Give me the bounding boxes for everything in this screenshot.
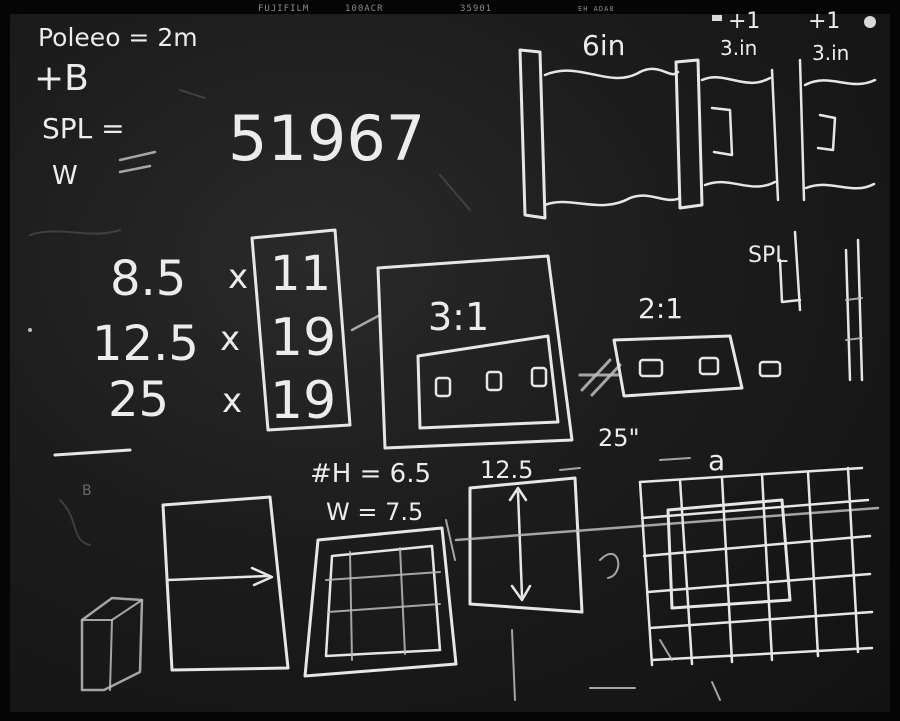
strip-diagram: 6in +1 3.in +1 3.in [518, 9, 877, 220]
right-edge-marks: SPL [748, 230, 864, 382]
dim-row2-x: x [220, 319, 240, 359]
ratio-2-1: 2:1 [638, 292, 683, 325]
vertical-arrow-diagram: 12.5 25" a [468, 424, 725, 614]
label-25: 25" [598, 424, 640, 452]
label-b: B [82, 483, 92, 499]
film-frame-code: 35901 [460, 4, 492, 14]
label-height: #H = 6.5 [310, 459, 431, 489]
dim-row1-a: 8.5 [110, 251, 186, 307]
ratio-3-1: 3:1 [428, 295, 489, 339]
large-grid-diagram [454, 466, 880, 701]
grid-box-diagram: #H = 6.5 W = 7.5 [303, 459, 458, 678]
film-edge-markings: FUJIFILM 100ACR 35901 EH ADA8 [258, 4, 876, 28]
dim-row3-a: 25 [108, 372, 169, 428]
film-brand: FUJIFILM [258, 4, 309, 14]
big-number: 51967 [228, 102, 425, 175]
label-width: W = 7.5 [326, 498, 423, 526]
note-w: W [52, 161, 78, 191]
ratio-3-1-diagram: 3:1 [376, 254, 574, 450]
top-left-notes: Poleeo = 2m +B SPL = W 51967 [34, 23, 425, 191]
label-6in: 6in [582, 29, 625, 62]
film-edge-mark: EH ADA8 [578, 5, 615, 13]
note-poleeo: Poleeo = 2m [38, 23, 198, 52]
ratio-2-1-diagram: 2:1 [578, 292, 782, 398]
smudges [29, 89, 471, 546]
label-plus1-b: +1 [808, 9, 840, 34]
left-misc: B [28, 328, 132, 499]
dim-row1-x: x [228, 257, 248, 297]
dim-row2-a: 12.5 [92, 316, 199, 372]
size-list: 8.5 x 11 12.5 x 19 25 x 19 [92, 228, 382, 432]
label-3in-a: 3.in [720, 36, 757, 60]
dim-row2-b: 19 [270, 308, 336, 368]
label-a: a [708, 444, 725, 477]
note-spl: SPL = [42, 112, 125, 145]
film-hole [864, 16, 876, 28]
label-3in-b: 3.in [812, 41, 849, 65]
note-plus-b: +B [34, 58, 89, 99]
label-spl-right: SPL [748, 243, 788, 268]
arrow-box-diagram [80, 495, 290, 692]
dim-row3-x: x [222, 381, 242, 421]
dim-row3-b: 19 [270, 371, 336, 431]
label-plus1-a: +1 [728, 9, 760, 34]
label-12-5: 12.5 [480, 456, 533, 484]
dim-row1-b: 11 [270, 246, 331, 302]
film-stock: 100ACR [345, 4, 384, 14]
film-notch [712, 15, 722, 21]
